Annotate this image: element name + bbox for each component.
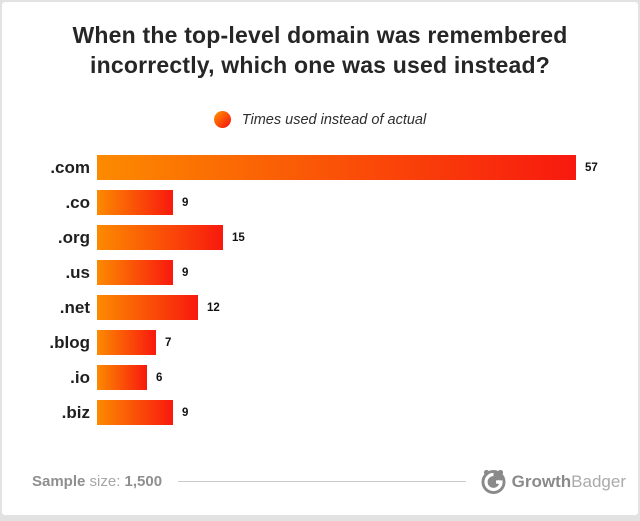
bar-category-label: .io xyxy=(70,367,90,387)
bar xyxy=(97,365,147,390)
bar xyxy=(97,295,198,320)
bar-value-label: 15 xyxy=(232,231,245,244)
brand-text-badger: Badger xyxy=(571,471,626,491)
bar-row: .biz 9 xyxy=(2,400,638,425)
bar xyxy=(97,260,173,285)
bar-value-label: 9 xyxy=(182,406,189,419)
bar-value-label: 12 xyxy=(207,301,220,314)
bar-category-label: .biz xyxy=(61,402,90,422)
bar-chart: .com 57 .co 9 .org 15 .us 9 .net 12 .blog 7 .io 6 .biz… xyxy=(2,155,638,425)
brand-text-growth: Growth xyxy=(511,471,572,491)
sample-size-value: 1,500 xyxy=(124,473,163,490)
bar-category-label: .net xyxy=(59,297,90,317)
bar-row: .io 6 xyxy=(2,365,638,390)
sample-size-text: Sample size: 1,500 xyxy=(32,473,162,490)
chart-footer: Sample size: 1,500 GrowthBadger xyxy=(2,468,638,495)
bar-value-label: 9 xyxy=(182,196,189,209)
bar-row: .blog 7 xyxy=(2,330,638,355)
bar-category-label: .com xyxy=(50,157,90,177)
sample-size-label: Sample xyxy=(32,473,86,490)
sample-size-mid: size: xyxy=(85,473,125,490)
growthbadger-badger-icon xyxy=(481,469,506,494)
bar-value-label: 9 xyxy=(182,266,189,279)
bar-category-label: .org xyxy=(57,227,90,247)
bar xyxy=(97,190,173,215)
bar xyxy=(97,400,173,425)
bar xyxy=(97,330,156,355)
bar xyxy=(97,155,576,180)
bar-category-label: .us xyxy=(65,262,90,282)
growthbadger-logo: GrowthBadger xyxy=(480,468,626,495)
bar-row: .com 57 xyxy=(2,155,638,180)
bar-row: .net 12 xyxy=(2,295,638,320)
bar-value-label: 6 xyxy=(156,371,163,384)
bar-row: .org 15 xyxy=(2,225,638,250)
bar-category-label: .co xyxy=(65,192,90,212)
footer-divider-line xyxy=(178,481,466,482)
legend-dot-icon xyxy=(213,111,231,128)
legend-label: Times used instead of actual xyxy=(241,111,427,128)
chart-title: When the top-level domain was remembered… xyxy=(72,22,568,78)
bar-row: .co 9 xyxy=(2,190,638,215)
bar-category-label: .blog xyxy=(49,332,90,352)
bar xyxy=(97,225,223,250)
bar-value-label: 7 xyxy=(165,336,172,349)
chart-legend: Times used instead of actual xyxy=(2,111,638,128)
bar-value-label: 57 xyxy=(585,161,598,174)
brand-text: GrowthBadger xyxy=(512,472,626,492)
bar-row: .us 9 xyxy=(2,260,638,285)
